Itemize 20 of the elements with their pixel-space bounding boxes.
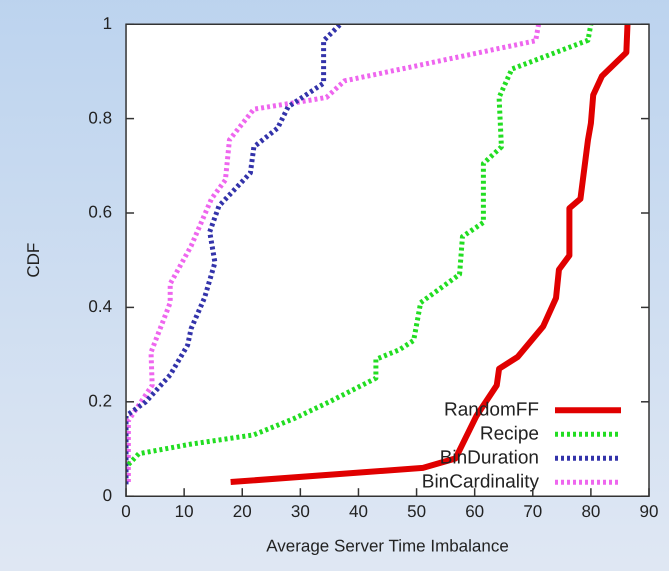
legend-label: Recipe bbox=[480, 423, 539, 444]
x-axis-title: Average Server Time Imbalance bbox=[266, 536, 509, 556]
y-tick-label: 1 bbox=[102, 14, 112, 33]
y-axis-title: CDF bbox=[24, 242, 43, 278]
x-tick-label: 20 bbox=[232, 502, 252, 522]
x-tick-label: 60 bbox=[465, 502, 484, 522]
y-tick-label: 0.4 bbox=[88, 297, 112, 316]
x-tick-label: 90 bbox=[640, 502, 658, 522]
y-tick-label: 0.8 bbox=[88, 108, 112, 128]
y-tick-label: 0.2 bbox=[88, 391, 112, 410]
x-tick-label: 80 bbox=[581, 502, 600, 522]
y-tick-label: 0.6 bbox=[88, 202, 112, 222]
x-tick-label: 70 bbox=[523, 502, 542, 522]
x-tick-label: 50 bbox=[407, 502, 426, 522]
x-tick-label: 30 bbox=[290, 502, 310, 522]
x-tick-label: 10 bbox=[174, 502, 194, 522]
x-tick-label: 0 bbox=[121, 502, 131, 522]
x-tick-label: 40 bbox=[349, 502, 368, 522]
y-tick-label: 0 bbox=[102, 486, 112, 505]
legend-label: BinCardinality bbox=[422, 471, 540, 492]
